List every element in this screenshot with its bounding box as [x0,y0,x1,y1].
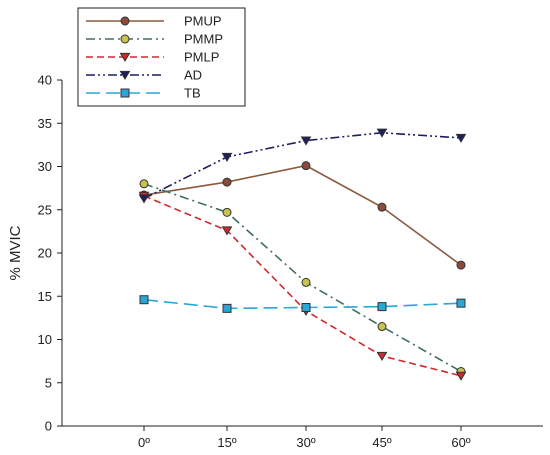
data-point [377,202,387,212]
legend-label: AD [184,68,202,83]
series-line [143,183,462,373]
legend-label: PMMP [184,32,223,47]
data-point [221,226,233,236]
data-point [455,133,467,143]
data-point [222,177,232,187]
y-tick-label: 10 [38,332,52,347]
y-tick-label: 30 [38,159,52,174]
data-point [377,302,387,312]
y-tick-label: 20 [38,246,52,261]
legend-entry: AD [86,68,202,83]
series-line [143,195,462,377]
legend-label: PMUP [184,14,222,29]
data-point [139,295,149,305]
data-point [456,298,466,308]
legend-label: TB [184,86,201,101]
data-point [120,34,130,44]
data-point [301,277,311,287]
data-point [138,194,150,204]
y-tick-label: 35 [38,116,52,131]
y-tick-label: 0 [45,419,52,434]
x-tick-label: 0º [138,435,150,450]
data-point [455,371,467,381]
data-point [377,322,387,332]
x-tick-label: 15º [217,435,236,450]
legend-entry: PMLP [86,50,219,65]
series-line [143,131,462,200]
legend-entry: PMMP [86,32,223,47]
data-point [222,303,232,313]
series-group [138,128,467,381]
y-tick-label: 40 [38,73,52,88]
data-point [301,302,311,312]
data-point [456,260,466,270]
data-point [221,152,233,163]
series-pmlp [138,191,467,381]
legend-box [77,7,246,107]
legend-entry: TB [86,86,201,101]
y-ticks: 0 5 10 15 20 25 30 35 40 [38,73,62,434]
data-point [376,351,388,361]
data-point [120,88,130,98]
x-tick-label: 30º [296,435,315,450]
y-tick-label: 25 [38,202,52,217]
data-point [301,161,311,171]
legend: PMUP PMMP PMLP AD TB [77,7,246,107]
y-axis-title: % MVIC [7,225,24,280]
series-line [143,164,462,266]
data-point [300,136,312,146]
series-ad [138,128,467,204]
legend-label: PMLP [184,50,219,65]
data-point [119,52,131,63]
x-ticks: 0º 15º 30º 45º 60º [138,426,471,450]
y-tick-label: 15 [38,289,52,304]
data-point [222,207,232,217]
legend-entry: PMUP [86,14,222,29]
y-tick-label: 5 [45,375,52,390]
series-pmmp [139,179,466,377]
x-tick-label: 60º [451,435,470,450]
data-point [119,70,131,81]
data-point [376,128,388,138]
series-tb [139,295,466,313]
data-point [139,179,149,189]
data-point [120,16,130,26]
x-tick-label: 45º [372,435,391,450]
